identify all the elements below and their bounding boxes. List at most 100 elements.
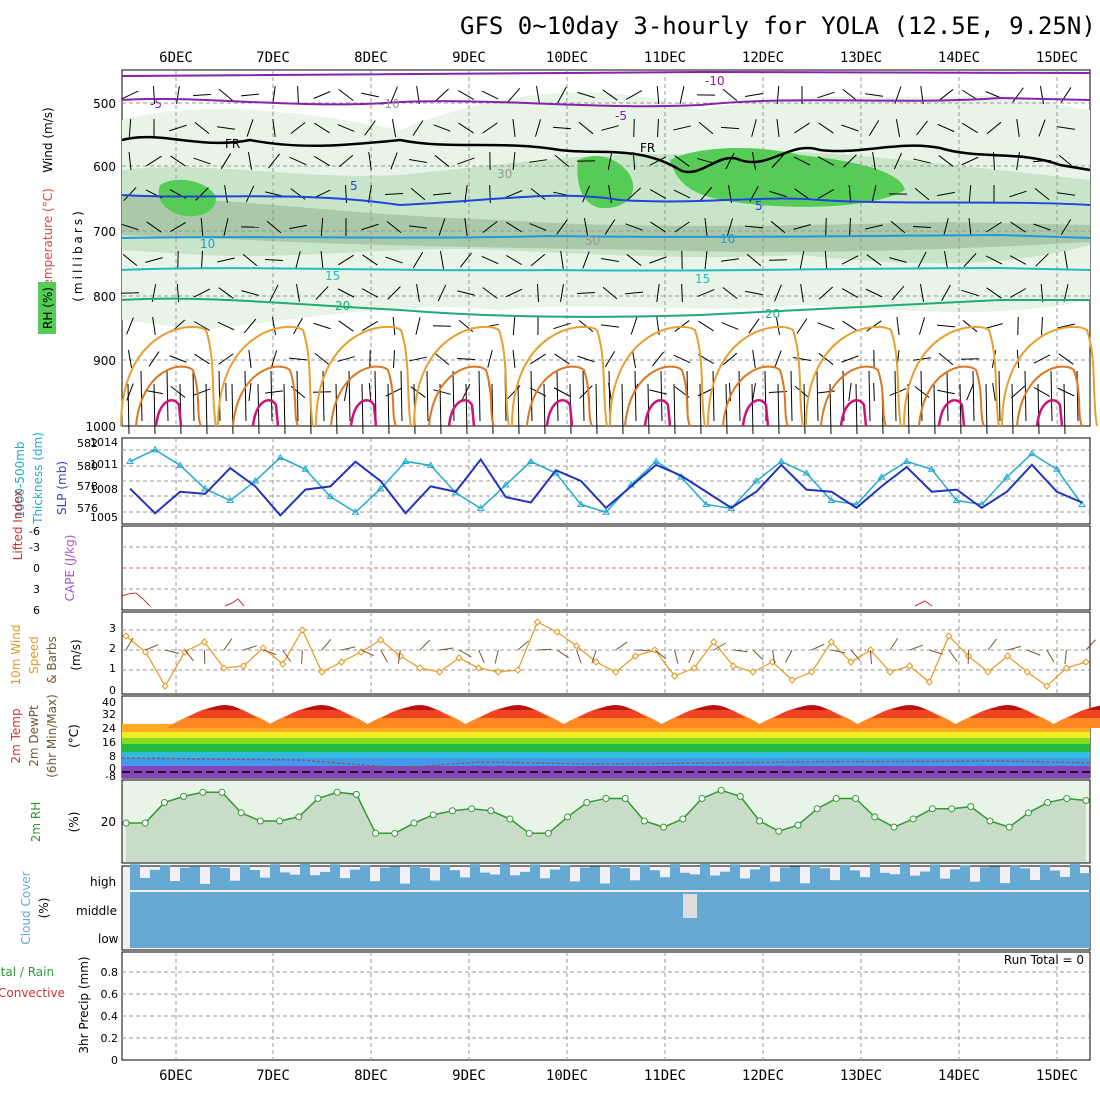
wind-barb xyxy=(615,641,628,651)
wind-barb xyxy=(841,288,859,298)
contour-minus5 xyxy=(121,96,1091,108)
wind-speed-point xyxy=(572,642,581,650)
wind-barb xyxy=(412,252,424,268)
wind-barb xyxy=(452,370,455,422)
cloud-high-bar xyxy=(790,866,800,890)
contour-magenta xyxy=(447,399,476,427)
rh-area xyxy=(126,790,1086,862)
wind-barb xyxy=(193,388,211,396)
ylabel-rh2m-1: 2m RH xyxy=(29,802,43,843)
wind-barb xyxy=(301,649,303,665)
wind-barb xyxy=(248,383,252,401)
wind-barb xyxy=(602,286,618,300)
day-label: 7DEC xyxy=(256,50,290,66)
rh-point xyxy=(487,807,495,815)
wind10m-panel: 3 2 1 0 xyxy=(109,611,1096,697)
contour-darkorange xyxy=(918,365,985,427)
wind-speed-point xyxy=(435,668,444,676)
contour-label: FR xyxy=(225,137,240,151)
wind-barb xyxy=(674,155,690,167)
wind-barb xyxy=(793,156,811,166)
wind-barb xyxy=(777,383,780,435)
wind-barb xyxy=(841,255,859,265)
wind-barb xyxy=(439,383,442,435)
contour-magenta xyxy=(741,399,770,427)
rh-point xyxy=(256,817,264,825)
cloud-high-bar xyxy=(1080,873,1090,890)
rh-point xyxy=(909,815,917,823)
wind-speed-point xyxy=(945,632,953,640)
temp-peak xyxy=(1087,705,1100,710)
wind-speed-point xyxy=(337,658,346,666)
rh-point xyxy=(986,817,994,825)
y-tick: 800 xyxy=(93,290,116,304)
wind-barb xyxy=(218,353,234,365)
cloud-high-bar xyxy=(1020,868,1030,890)
wind-barb xyxy=(824,250,828,270)
cloud-high-bar xyxy=(340,878,350,890)
contour-orange xyxy=(707,325,804,427)
wind-barb xyxy=(127,383,130,435)
y-tick: -3 xyxy=(29,541,40,554)
wind-barb xyxy=(748,318,760,334)
rh-point xyxy=(871,813,879,821)
contour-freezing xyxy=(121,135,1091,174)
temp-band xyxy=(122,744,1090,752)
wind-barb xyxy=(409,356,427,362)
wind-barb xyxy=(774,284,782,302)
cloud-high-bar xyxy=(640,864,650,890)
wind-barb xyxy=(776,118,780,138)
wind-barb xyxy=(505,190,523,198)
temp-peak xyxy=(989,705,1024,710)
lifted-grid xyxy=(122,526,1090,610)
wind-barb xyxy=(961,156,979,166)
y-tick: 3 xyxy=(33,583,40,596)
rh-point xyxy=(544,829,552,837)
rh-point xyxy=(199,788,207,796)
wind-speed-point xyxy=(788,676,796,684)
cloud-high-bar xyxy=(550,869,560,890)
rh-point xyxy=(122,819,130,827)
wind-barb xyxy=(890,220,906,234)
temp-peak xyxy=(303,705,338,710)
temp-band xyxy=(122,752,1090,758)
wind-barb xyxy=(435,88,449,102)
wind-barb xyxy=(650,221,666,233)
cloud-panel: high middle low xyxy=(76,864,1091,951)
wind-barb xyxy=(1058,353,1074,365)
cloud-high-bar xyxy=(780,867,790,890)
wind-barb xyxy=(649,256,667,264)
wind-ticks: 3 2 1 0 xyxy=(109,622,116,697)
cloud-high-bar xyxy=(290,874,300,890)
wind-barb xyxy=(337,124,355,132)
rh-point xyxy=(468,805,476,813)
wind-barb xyxy=(437,284,447,302)
wind-barb xyxy=(434,352,450,366)
cloud-high-bar xyxy=(610,865,620,890)
wind-barb xyxy=(985,323,1003,329)
wind-barb xyxy=(722,352,738,366)
wind-barb xyxy=(893,152,903,170)
wind-barb xyxy=(536,283,540,303)
slp-point xyxy=(501,480,510,488)
wind-barb xyxy=(943,218,949,236)
rh-point xyxy=(813,805,821,813)
ylabel-slp: SLP (mb) xyxy=(55,461,69,515)
cloud-high-bar xyxy=(200,883,210,890)
wind-barb xyxy=(1064,251,1068,269)
wind-barb xyxy=(1010,221,1026,233)
wind-barb xyxy=(894,370,897,422)
wind-barb xyxy=(621,383,624,435)
temp-bands xyxy=(121,705,1100,778)
wind-barb xyxy=(146,221,162,233)
contour-15 xyxy=(121,266,1091,272)
wind-barb xyxy=(720,126,740,130)
contour-orange xyxy=(609,325,706,427)
day-label: 11DEC xyxy=(644,50,686,66)
wind-barb xyxy=(552,126,572,130)
wind-barb xyxy=(460,252,472,268)
wind-barb xyxy=(426,370,429,422)
contour-label: -5 xyxy=(615,109,627,123)
wind-barb xyxy=(674,649,679,664)
